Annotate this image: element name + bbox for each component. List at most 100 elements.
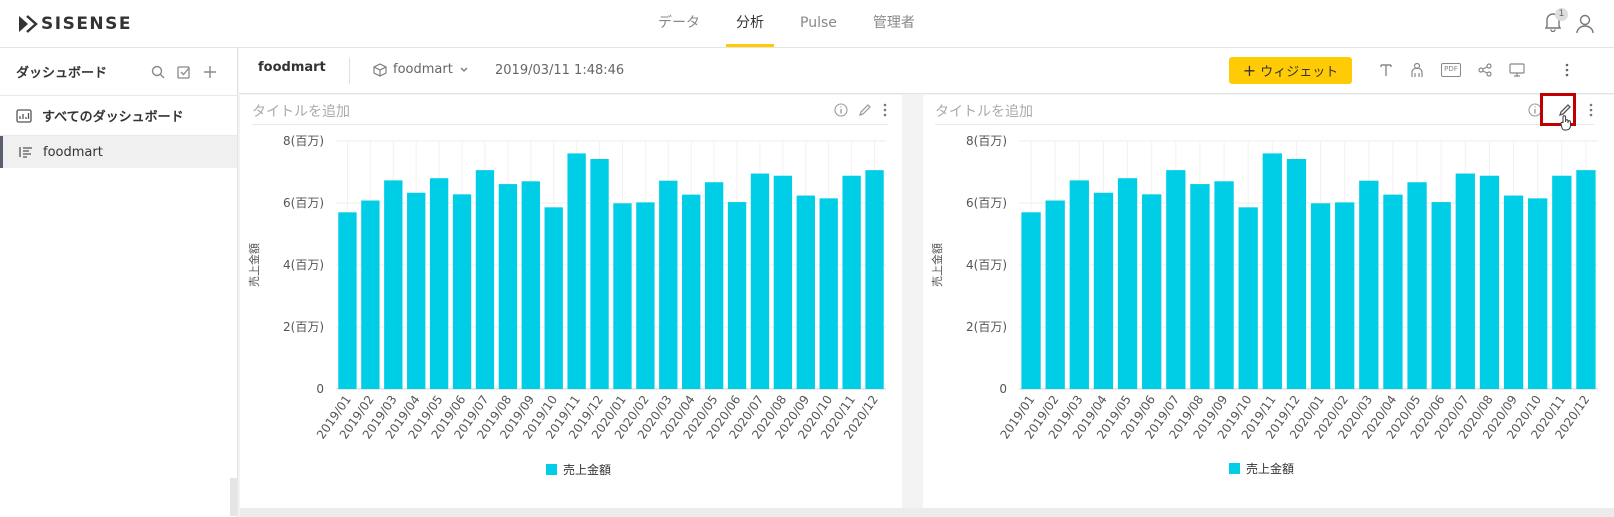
bar[interactable]	[407, 192, 426, 389]
bar[interactable]	[865, 170, 884, 389]
bar[interactable]	[361, 200, 380, 389]
bar[interactable]	[429, 178, 449, 389]
monitor-icon[interactable]	[1509, 63, 1525, 77]
bar[interactable]	[842, 175, 861, 389]
bar[interactable]	[1455, 173, 1475, 389]
user-icon[interactable]	[1576, 14, 1594, 34]
bar[interactable]	[521, 181, 540, 389]
bar[interactable]	[1045, 200, 1065, 389]
bar[interactable]	[452, 194, 472, 389]
y-tick-label: 4(百万)	[283, 258, 324, 272]
bar[interactable]	[819, 198, 838, 389]
sidebar-collapse-handle[interactable]	[230, 478, 238, 516]
pencil-icon[interactable]	[858, 103, 872, 117]
bar[interactable]	[682, 194, 701, 389]
bar[interactable]	[567, 153, 586, 389]
search-icon[interactable]	[151, 65, 165, 79]
toolbar-divider	[349, 58, 350, 84]
chevron-down-icon	[460, 67, 468, 72]
dashboard-toolbar: foodmart foodmart 2019/03/11 1:48:46 + ウ…	[239, 48, 1614, 94]
bar[interactable]	[384, 180, 403, 389]
widget-menu-icon[interactable]	[1588, 103, 1594, 117]
bar[interactable]	[659, 180, 678, 389]
nav-tab-pulse[interactable]: Pulse	[800, 15, 837, 31]
bar[interactable]	[704, 182, 724, 389]
bar[interactable]	[1238, 207, 1258, 389]
bar[interactable]	[1431, 202, 1451, 389]
bar[interactable]	[1528, 198, 1548, 389]
bar[interactable]	[1262, 153, 1282, 389]
widget-2[interactable]: タイトルを追加 0 2(百万) 4(百万) 6(百万) 8(百万) 売上金額 2019/01…	[923, 93, 1614, 508]
top-bar: SISENSE データ 分析 Pulse 管理者 1	[0, 0, 1614, 48]
bar[interactable]	[613, 203, 632, 389]
bar[interactable]	[1335, 202, 1355, 389]
canvas-bottom-edge	[240, 508, 1614, 517]
bar[interactable]	[1166, 170, 1186, 389]
sisense-logo-icon	[19, 15, 38, 33]
y-tick-label: 0	[316, 382, 324, 396]
bar-chart: 02(百万)4(百万)6(百万)8(百万)売上金額2019/012019/022…	[247, 134, 886, 442]
sidebar-item-foodmart[interactable]: foodmart	[0, 136, 237, 168]
widget-title[interactable]: タイトルを追加	[935, 104, 1033, 120]
y-tick-label: 8(百万)	[966, 134, 1007, 148]
plus-icon: +	[1242, 60, 1257, 80]
bar[interactable]	[1383, 194, 1403, 389]
bar[interactable]	[1142, 194, 1162, 389]
bar[interactable]	[1214, 181, 1234, 389]
bar[interactable]	[1286, 158, 1307, 389]
add-icon[interactable]	[203, 65, 217, 79]
edit-highlight-box	[1540, 93, 1576, 126]
legend-swatch	[546, 464, 557, 475]
legend-label: 売上金額	[563, 463, 612, 477]
widget-1[interactable]: タイトルを追加 0 2(百万) 4(百万) 6(百万) 8(百万) 売上金額 2019/01…	[240, 95, 902, 508]
bar[interactable]	[773, 175, 793, 389]
bar[interactable]	[1069, 180, 1089, 389]
main-nav: データ 分析 Pulse 管理者	[640, 0, 933, 48]
bar[interactable]	[1576, 170, 1596, 389]
widget-menu-icon[interactable]	[882, 103, 888, 117]
bar[interactable]	[475, 170, 495, 389]
add-widget-button[interactable]: + ウィジェット	[1229, 57, 1352, 84]
info-icon[interactable]	[834, 103, 848, 117]
bar[interactable]	[544, 207, 563, 389]
pdf-export-icon[interactable]: PDF	[1441, 63, 1461, 77]
all-dashboards-label: すべてのダッシュボード	[42, 110, 184, 125]
bar[interactable]	[1190, 184, 1210, 389]
widget-title[interactable]: タイトルを追加	[252, 104, 350, 120]
nav-tab-data[interactable]: データ	[658, 15, 700, 31]
bar[interactable]	[338, 212, 357, 389]
datasource-selector[interactable]: foodmart	[373, 62, 469, 77]
add-widget-label: ウィジェット	[1260, 65, 1339, 80]
pencil-icon[interactable]	[1558, 103, 1572, 117]
bar[interactable]	[1503, 195, 1524, 389]
notifications-button[interactable]: 1	[1544, 8, 1568, 36]
text-icon[interactable]	[1379, 63, 1393, 77]
y-tick-label: 8(百万)	[283, 134, 324, 148]
bar[interactable]	[636, 202, 655, 389]
bar[interactable]	[1552, 175, 1572, 389]
bar[interactable]	[1117, 178, 1138, 389]
bar[interactable]	[1479, 175, 1500, 389]
checklist-icon[interactable]	[177, 65, 191, 79]
all-dashboards-item[interactable]: すべてのダッシュボード	[0, 96, 237, 136]
sidebar-title: ダッシュボード	[16, 66, 108, 81]
bar[interactable]	[1021, 212, 1041, 389]
bar[interactable]	[1310, 203, 1331, 389]
y-tick-label: 2(百万)	[283, 320, 324, 334]
nav-tab-analytics[interactable]: 分析	[718, 0, 782, 48]
bar[interactable]	[590, 158, 609, 389]
bar[interactable]	[1407, 182, 1427, 389]
share-icon[interactable]	[1478, 63, 1492, 77]
dashboard-icon	[16, 108, 32, 123]
bar[interactable]	[1093, 192, 1114, 389]
more-options-icon[interactable]	[1564, 63, 1570, 77]
bar[interactable]	[1359, 180, 1379, 389]
bar[interactable]	[796, 195, 815, 389]
bar[interactable]	[750, 173, 770, 389]
bar[interactable]	[727, 202, 747, 389]
datasource-label: foodmart	[393, 62, 453, 77]
sisense-logo[interactable]: SISENSE	[18, 13, 132, 35]
filter-person-icon[interactable]	[1410, 62, 1424, 78]
nav-tab-admin[interactable]: 管理者	[872, 15, 915, 31]
bar[interactable]	[498, 184, 518, 389]
